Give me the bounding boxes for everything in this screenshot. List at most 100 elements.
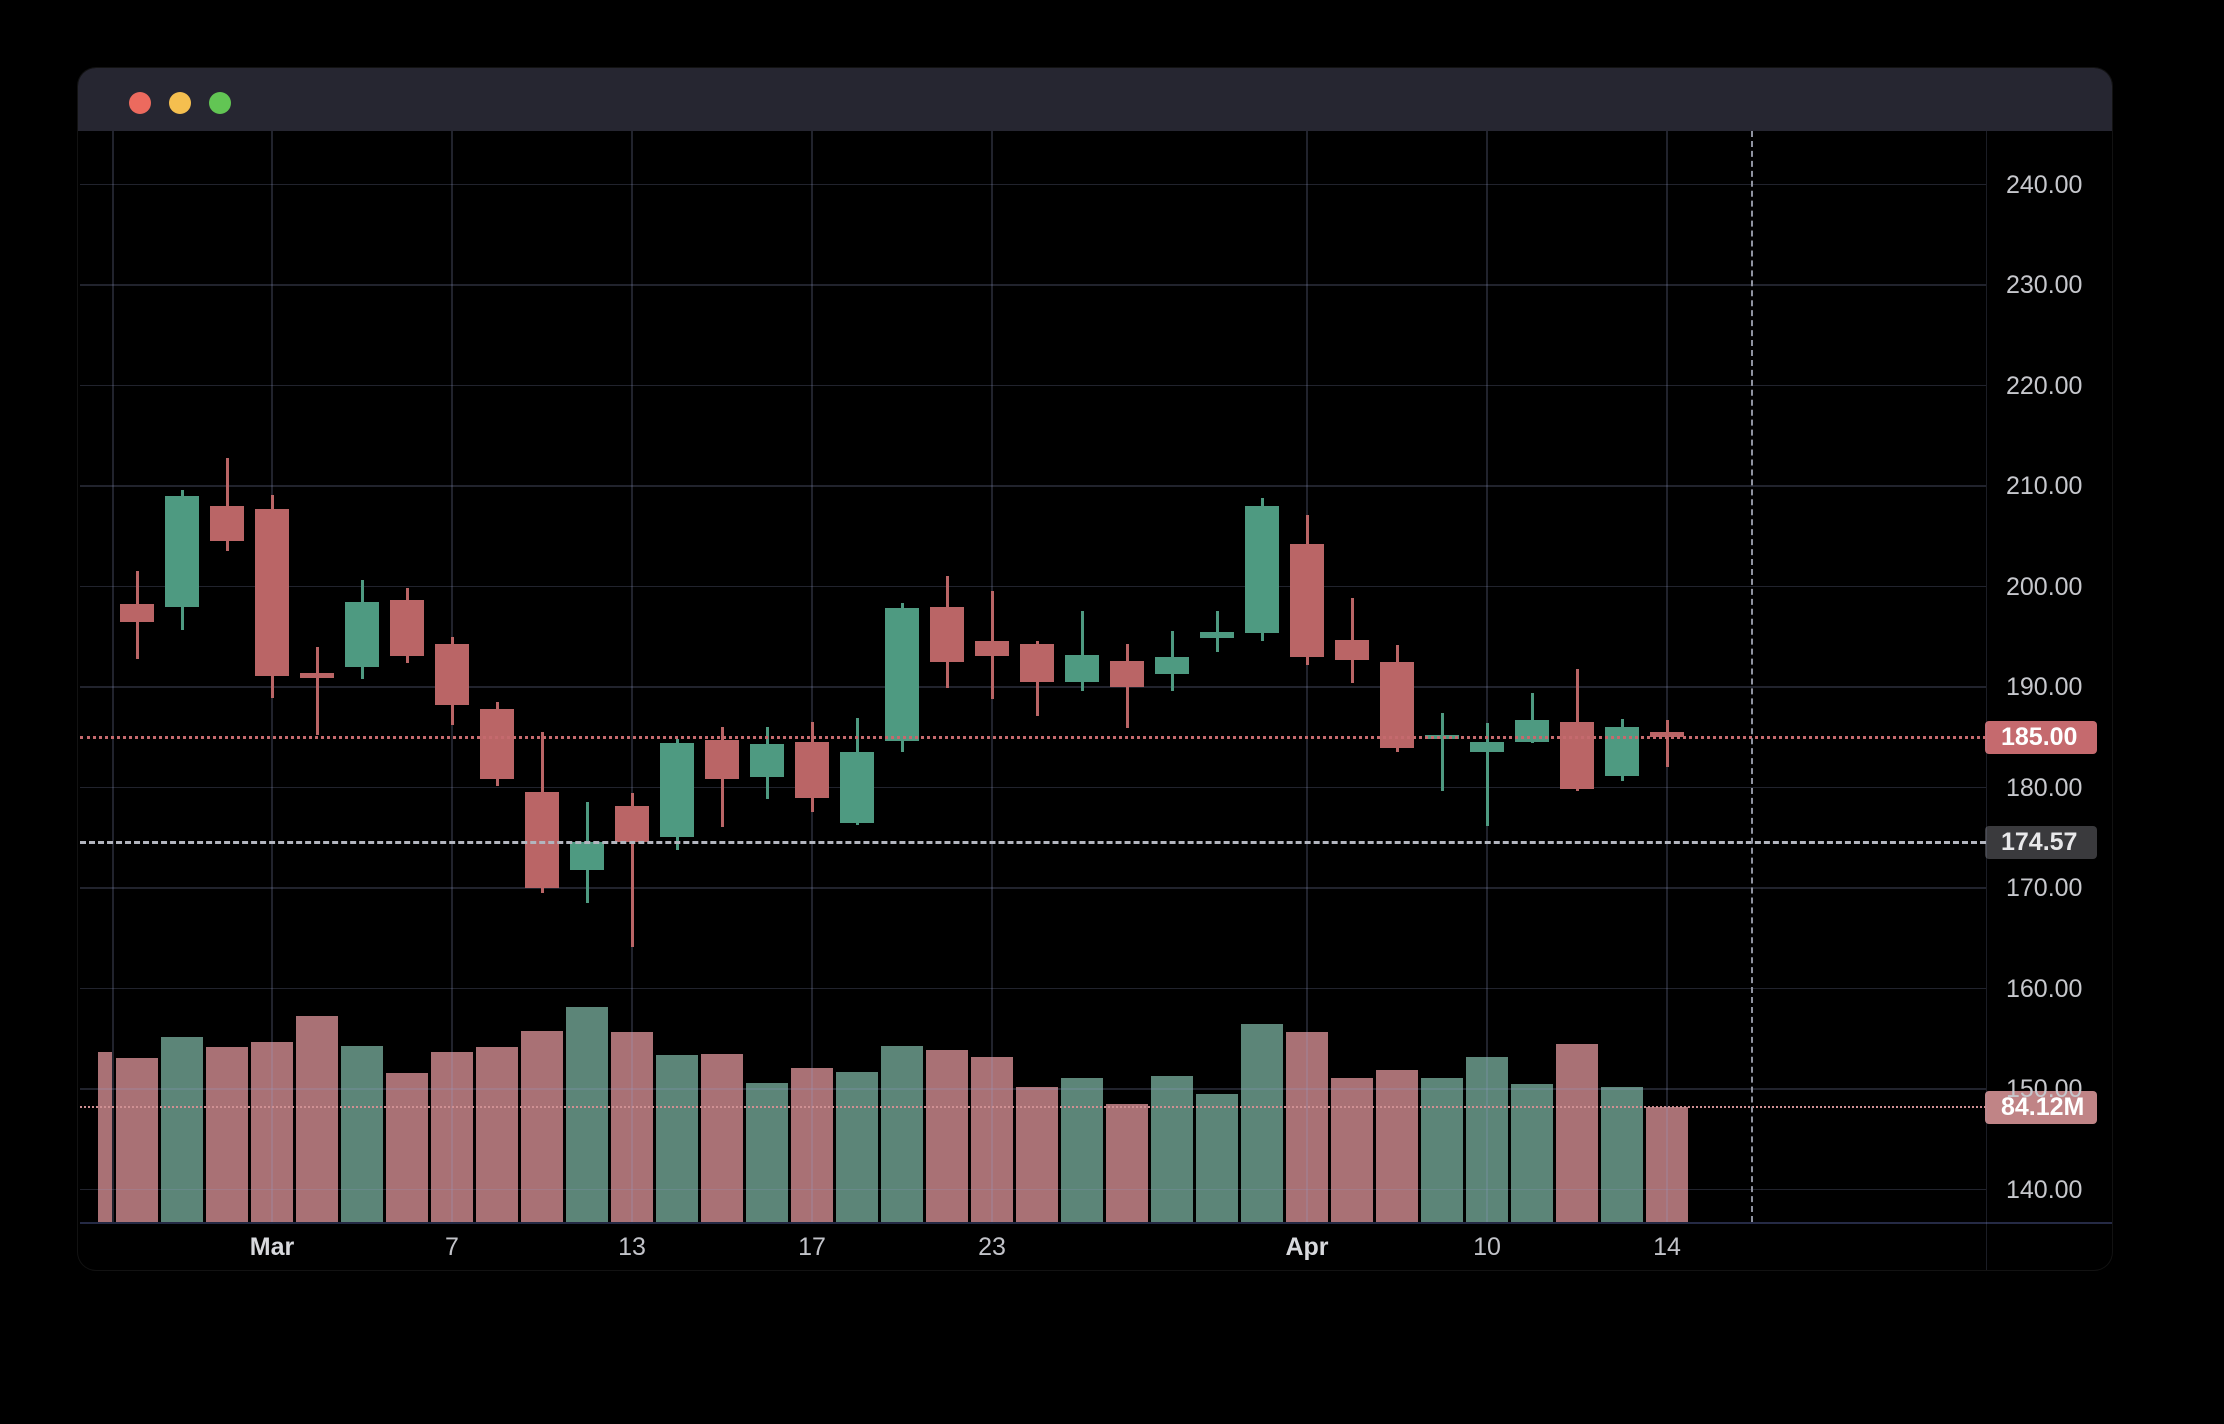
volume-bar: [1196, 1093, 1238, 1222]
time-tick-label[interactable]: 23: [978, 1233, 1006, 1261]
time-tick-label[interactable]: 7: [445, 1233, 459, 1261]
last-price-line: [80, 735, 1986, 739]
candle-body: [300, 672, 334, 678]
candle-body: [165, 496, 199, 607]
time-tick-label[interactable]: 13: [618, 1233, 646, 1261]
candle-body: [1200, 631, 1234, 638]
volume-bar: [251, 1041, 293, 1222]
horizontal-gridline: [80, 786, 1986, 789]
volume-bar: [1106, 1104, 1148, 1222]
time-tick-label[interactable]: Mar: [249, 1233, 295, 1261]
candle-body: [525, 791, 559, 888]
candle-body: [1155, 656, 1189, 674]
candlestick-chart[interactable]: 185.00 174.57 84.12M 240.00 230.00 220.00 2…: [78, 68, 2112, 1270]
candle-body: [570, 841, 604, 870]
volume-bar: [206, 1047, 248, 1222]
candle-body: [1515, 720, 1549, 743]
horizontal-gridline: [80, 887, 1986, 889]
last-price-badge: 185.00: [1985, 721, 2097, 755]
candle-body: [615, 805, 649, 842]
candle-body: [1110, 660, 1144, 687]
volume-bar: [1601, 1086, 1643, 1222]
price-tick-label[interactable]: 170.00: [2006, 874, 2083, 902]
price-tick-label[interactable]: 190.00: [2006, 673, 2083, 701]
vertical-gridline: [631, 131, 633, 1222]
price-tick-label[interactable]: 240.00: [2006, 170, 2083, 199]
volume-value-badge: 84.12M: [1985, 1091, 2097, 1124]
price-tick-label[interactable]: 230.00: [2006, 271, 2083, 299]
volume-bar-clipped: [98, 1052, 112, 1222]
candle-wick: [1485, 723, 1489, 826]
volume-bar: [431, 1052, 473, 1222]
zoom-window-button[interactable]: [209, 92, 231, 114]
volume-bar: [386, 1072, 428, 1222]
volume-bar: [836, 1071, 878, 1222]
horizontal-gridline: [80, 284, 1986, 286]
candle-wick: [315, 646, 319, 736]
time-tick-label[interactable]: 14: [1653, 1233, 1681, 1261]
horizontal-gridline: [80, 485, 1986, 487]
candle-body: [480, 709, 514, 780]
time-tick-label[interactable]: 17: [798, 1233, 826, 1261]
volume-bar: [1376, 1070, 1418, 1222]
prev-close-badge: 174.57: [1985, 826, 2097, 860]
horizontal-gridline: [80, 585, 1986, 588]
volume-bar: [701, 1053, 743, 1222]
candle-body: [1560, 722, 1594, 789]
candle-body: [390, 599, 424, 656]
candle-body: [120, 603, 154, 622]
volume-bar: [1421, 1078, 1463, 1222]
horizontal-gridline: [80, 183, 1986, 186]
candle-wick: [1665, 720, 1669, 768]
crosshair-vertical-line[interactable]: [1751, 131, 1754, 1222]
vertical-gridline: [1666, 131, 1668, 1222]
candle-body: [795, 742, 829, 798]
vertical-gridline: [811, 131, 813, 1222]
vertical-gridline: [1486, 131, 1488, 1222]
candle-body: [1605, 727, 1639, 777]
price-tick-label[interactable]: 180.00: [2006, 773, 2083, 802]
time-tick-label[interactable]: 10: [1473, 1233, 1501, 1261]
time-axis-line: [80, 1222, 2112, 1224]
volume-bar: [1016, 1086, 1058, 1222]
horizontal-gridline: [80, 686, 1986, 688]
candle-body: [660, 743, 694, 837]
price-tick-label[interactable]: 210.00: [2006, 472, 2083, 500]
volume-bar: [611, 1031, 653, 1222]
price-tick-label[interactable]: 200.00: [2006, 572, 2083, 601]
volume-bar: [1061, 1078, 1103, 1222]
candle-body: [1245, 506, 1279, 633]
volume-bar: [1511, 1083, 1553, 1222]
candle-body: [885, 607, 919, 742]
volume-bar: [1646, 1107, 1688, 1222]
candle-body: [345, 601, 379, 667]
price-tick-label[interactable]: 150.00: [2006, 1075, 2083, 1103]
candle-body: [210, 506, 244, 542]
close-window-button[interactable]: [129, 92, 151, 114]
horizontal-gridline: [80, 1088, 1986, 1090]
volume-bar: [971, 1056, 1013, 1222]
volume-bar: [1151, 1075, 1193, 1222]
candle-body: [255, 509, 289, 676]
candle-wick: [1440, 713, 1444, 791]
time-tick-label[interactable]: Apr: [1285, 1233, 1329, 1261]
price-tick-label[interactable]: 160.00: [2006, 974, 2083, 1003]
price-scale-border: [1986, 131, 1987, 1270]
window-titlebar[interactable]: [78, 68, 2112, 131]
candle-wick: [1080, 610, 1084, 691]
candle-wick: [1215, 610, 1219, 652]
candle-body: [930, 606, 964, 662]
volume-bar: [566, 1007, 608, 1222]
price-tick-label[interactable]: 220.00: [2006, 371, 2083, 400]
candle-body: [1650, 732, 1684, 738]
volume-bar: [1286, 1031, 1328, 1222]
vertical-gridline: [112, 131, 114, 1222]
candle-wick: [1530, 693, 1534, 744]
price-tick-label[interactable]: 140.00: [2006, 1175, 2083, 1204]
volume-bar: [881, 1045, 923, 1222]
candle-body: [975, 640, 1009, 656]
volume-bar: [926, 1049, 968, 1222]
minimize-window-button[interactable]: [169, 92, 191, 114]
volume-bar: [1241, 1023, 1283, 1222]
candle-body: [1335, 639, 1369, 660]
